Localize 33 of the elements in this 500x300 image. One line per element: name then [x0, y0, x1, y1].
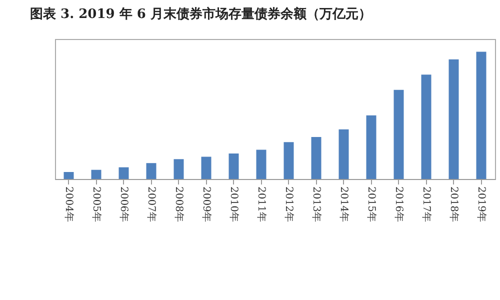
bar [201, 156, 212, 179]
bar [448, 59, 459, 179]
chart-title: 图表 3. 2019 年 6 月末债券市场存量债券余额（万亿元） [30, 6, 372, 22]
x-tick-label: 2006年 [118, 186, 130, 222]
x-tick-label: 2018年 [448, 186, 460, 222]
x-tick-label: 2016年 [392, 186, 405, 222]
bar [338, 129, 349, 179]
x-tick-label: 2008年 [172, 186, 185, 222]
x-tick-label: 2010年 [228, 186, 240, 222]
x-tick-label: 2013年 [310, 186, 322, 222]
bar [284, 142, 294, 179]
x-tick-label: 2014年 [338, 186, 350, 222]
bar [476, 52, 486, 179]
x-tick-label: 2007年 [145, 186, 158, 222]
x-tick-label: 2017年 [420, 186, 432, 222]
bar [394, 90, 404, 179]
x-tick-label: 2004年 [62, 186, 75, 222]
bar [256, 150, 266, 179]
x-tick-label: 2015年 [365, 186, 378, 222]
bar [146, 163, 156, 179]
x-tick-label: 2009年 [200, 186, 212, 222]
x-tick-label: 2012年 [282, 186, 295, 222]
bar [366, 115, 376, 179]
x-tick-label: 2019年 [475, 186, 488, 222]
x-tick-label: 2005年 [90, 186, 102, 222]
bar [64, 172, 74, 179]
x-tick-label: 2011年 [255, 186, 268, 222]
bar [311, 137, 322, 179]
bar [174, 159, 184, 179]
bar [228, 154, 239, 179]
bar [118, 167, 129, 179]
bar [91, 170, 102, 179]
bar [421, 74, 432, 179]
